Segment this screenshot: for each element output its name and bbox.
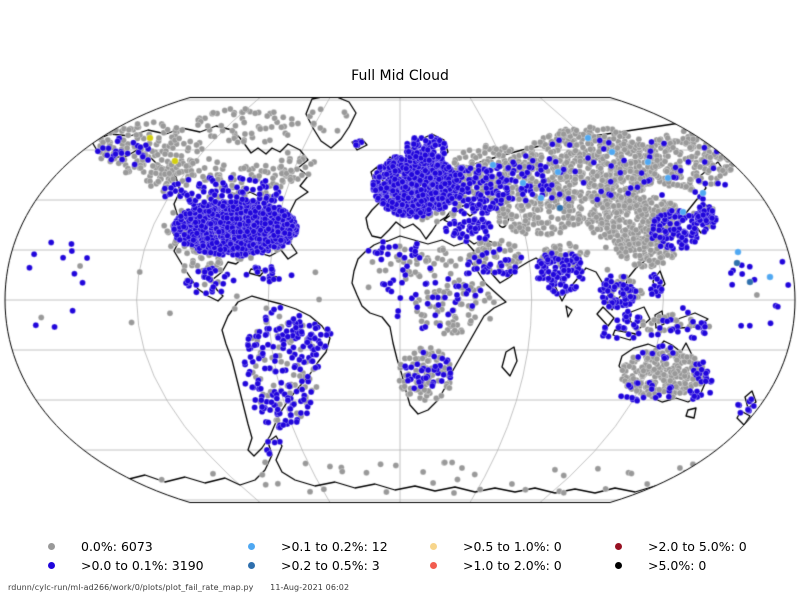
legend-item: >0.5 to 1.0%: 0 — [430, 537, 562, 556]
legend-item: >0.2 to 0.5%: 3 — [248, 556, 388, 575]
legend-label: >2.0 to 5.0%: 0 — [648, 539, 747, 554]
gray-dot-icon — [48, 543, 55, 550]
legend-item: >0.0 to 0.1%: 3190 — [48, 556, 204, 575]
legend-item: 0.0%: 6073 — [48, 537, 204, 556]
script-path: rdunn/cylc-run/ml-ad266/work/0/plots/plo… — [8, 583, 254, 592]
legend-label: >0.5 to 1.0%: 0 — [463, 539, 562, 554]
legend-item: >1.0 to 2.0%: 0 — [430, 556, 562, 575]
legend-label: >1.0 to 2.0%: 0 — [463, 558, 562, 573]
footer-watermark: rdunn/cylc-run/ml-ad266/work/0/plots/plo… — [8, 583, 349, 592]
legend-column-4: >2.0 to 5.0%: 0 >5.0%: 0 — [615, 537, 747, 575]
salmon-dot-icon — [430, 562, 437, 569]
legend-label: >5.0%: 0 — [648, 558, 707, 573]
steelblue-dot-icon — [248, 562, 255, 569]
legend-label: >0.0 to 0.1%: 3190 — [81, 558, 204, 573]
legend-column-1: 0.0%: 6073 >0.0 to 0.1%: 3190 — [48, 537, 204, 575]
legend: 0.0%: 6073 >0.0 to 0.1%: 3190 >0.1 to 0.… — [48, 537, 796, 579]
blue-dot-icon — [48, 562, 55, 569]
legend-column-2: >0.1 to 0.2%: 12 >0.2 to 0.5%: 3 — [248, 537, 388, 575]
darkred-dot-icon — [615, 543, 622, 550]
legend-label: >0.2 to 0.5%: 3 — [281, 558, 380, 573]
legend-label: 0.0%: 6073 — [81, 539, 153, 554]
wheat-dot-icon — [430, 543, 437, 550]
legend-column-3: >0.5 to 1.0%: 0 >1.0 to 2.0%: 0 — [430, 537, 562, 575]
plot-title: Full Mid Cloud — [351, 68, 449, 84]
timestamp: 11-Aug-2021 06:02 — [270, 583, 350, 592]
legend-item: >2.0 to 5.0%: 0 — [615, 537, 747, 556]
lightblue-dot-icon — [248, 543, 255, 550]
black-dot-icon — [615, 562, 622, 569]
legend-label: >0.1 to 0.2%: 12 — [281, 539, 388, 554]
legend-item: >5.0%: 0 — [615, 556, 747, 575]
legend-item: >0.1 to 0.2%: 12 — [248, 537, 388, 556]
